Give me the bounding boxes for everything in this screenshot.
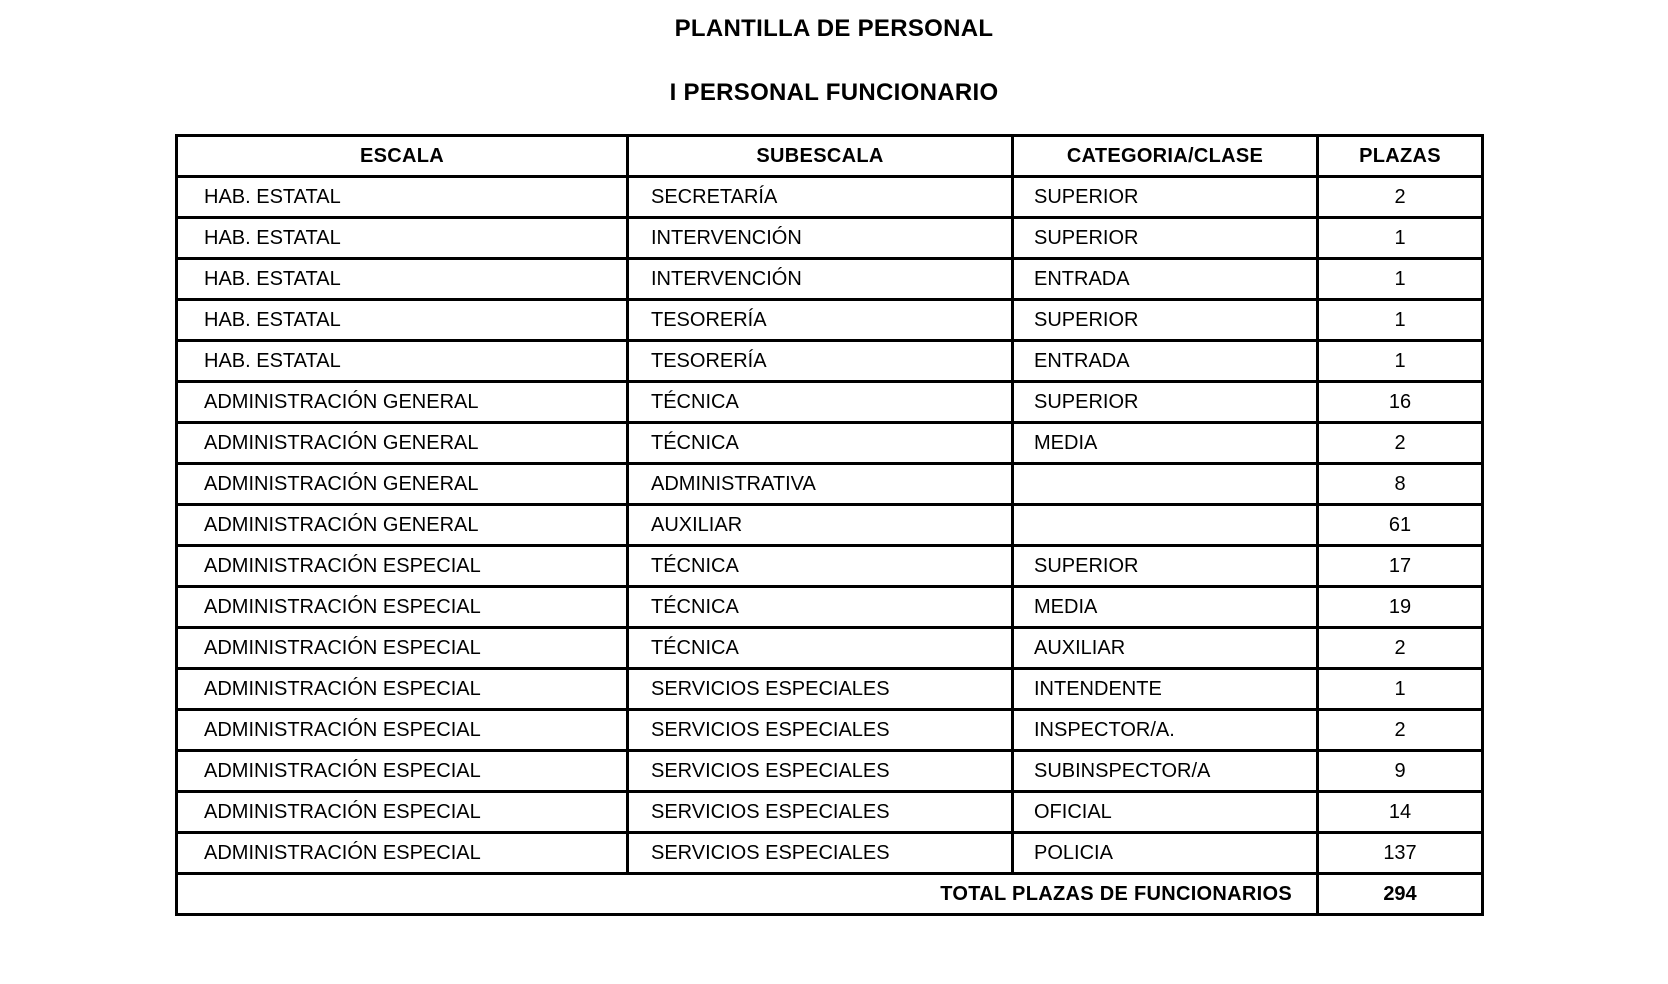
cell-subescala: TÉCNICA [626,544,1014,588]
cell-escala: ADMINISTRACIÓN GENERAL [175,421,629,465]
cell-subescala: TESORERÍA [626,298,1014,342]
cell-escala: ADMINISTRACIÓN ESPECIAL [175,544,629,588]
cell-categoria: SUPERIOR [1011,380,1319,424]
cell-subescala: TÉCNICA [626,585,1014,629]
section-title: I PERSONAL FUNCIONARIO [669,79,999,106]
cell-subescala: ADMINISTRATIVA [626,462,1014,506]
cell-escala: ADMINISTRACIÓN GENERAL [175,380,629,424]
cell-plazas: 17 [1316,544,1484,588]
cell-escala: HAB. ESTATAL [175,216,629,260]
cell-subescala: TÉCNICA [626,380,1014,424]
cell-plazas: 137 [1316,831,1484,875]
cell-categoria: AUXILIAR [1011,626,1319,670]
cell-plazas: 1 [1316,216,1484,260]
cell-plazas: 2 [1316,708,1484,752]
column-header-subescala: SUBESCALA [626,134,1014,178]
cell-subescala: SERVICIOS ESPECIALES [626,708,1014,752]
cell-categoria: SUPERIOR [1011,544,1319,588]
cell-subescala: SERVICIOS ESPECIALES [626,749,1014,793]
cell-escala: ADMINISTRACIÓN ESPECIAL [175,831,629,875]
cell-plazas: 16 [1316,380,1484,424]
table-row: HAB. ESTATAL TESORERÍA SUPERIOR 1 [175,298,1484,342]
table-row: ADMINISTRACIÓN ESPECIAL SERVICIOS ESPECIA… [175,708,1484,752]
table-row: ADMINISTRACIÓN ESPECIAL SERVICIOS ESPECIA… [175,667,1484,711]
cell-subescala: SERVICIOS ESPECIALES [626,831,1014,875]
cell-plazas: 14 [1316,790,1484,834]
cell-categoria: OFICIAL [1011,790,1319,834]
cell-subescala: TÉCNICA [626,626,1014,670]
table-row: ADMINISTRACIÓN GENERAL TÉCNICA MEDIA 2 [175,421,1484,465]
cell-escala: ADMINISTRACIÓN ESPECIAL [175,749,629,793]
table-row: ADMINISTRACIÓN ESPECIAL SERVICIOS ESPECIA… [175,749,1484,793]
cell-categoria [1011,503,1319,547]
cell-escala: HAB. ESTATAL [175,257,629,301]
cell-categoria: SUPERIOR [1011,298,1319,342]
cell-subescala: TESORERÍA [626,339,1014,383]
cell-plazas: 9 [1316,749,1484,793]
cell-categoria: INSPECTOR/A. [1011,708,1319,752]
cell-escala: ADMINISTRACIÓN ESPECIAL [175,708,629,752]
cell-categoria: MEDIA [1011,585,1319,629]
cell-categoria: SUPERIOR [1011,175,1319,219]
cell-categoria: ENTRADA [1011,257,1319,301]
cell-subescala: SECRETARÍA [626,175,1014,219]
cell-subescala: AUXILIAR [626,503,1014,547]
cell-escala: HAB. ESTATAL [175,339,629,383]
cell-categoria: ENTRADA [1011,339,1319,383]
cell-escala: ADMINISTRACIÓN ESPECIAL [175,585,629,629]
personnel-table: ESCALA SUBESCALA CATEGORIA/CLASE PLAZAS … [175,134,1484,916]
table-row: ADMINISTRACIÓN ESPECIAL SERVICIOS ESPECIA… [175,831,1484,875]
cell-escala: ADMINISTRACIÓN GENERAL [175,503,629,547]
table-row: HAB. ESTATAL INTERVENCIÓN ENTRADA 1 [175,257,1484,301]
column-header-escala: ESCALA [175,134,629,178]
cell-escala: ADMINISTRACIÓN GENERAL [175,462,629,506]
cell-plazas: 61 [1316,503,1484,547]
cell-plazas: 19 [1316,585,1484,629]
cell-plazas: 8 [1316,462,1484,506]
table-row: ADMINISTRACIÓN ESPECIAL TÉCNICA MEDIA 19 [175,585,1484,629]
table-row: ADMINISTRACIÓN ESPECIAL TÉCNICA AUXILIAR 2 [175,626,1484,670]
cell-categoria: POLICIA [1011,831,1319,875]
document-title: PLANTILLA DE PERSONAL [674,15,994,42]
cell-subescala: TÉCNICA [626,421,1014,465]
cell-escala: ADMINISTRACIÓN ESPECIAL [175,626,629,670]
cell-categoria: SUBINSPECTOR/A [1011,749,1319,793]
table-row: HAB. ESTATAL TESORERÍA ENTRADA 1 [175,339,1484,383]
cell-subescala: INTERVENCIÓN [626,257,1014,301]
cell-plazas: 1 [1316,257,1484,301]
cell-plazas: 1 [1316,667,1484,711]
total-label: TOTAL PLAZAS DE FUNCIONARIOS [175,872,1319,916]
cell-escala: ADMINISTRACIÓN ESPECIAL [175,667,629,711]
cell-categoria: SUPERIOR [1011,216,1319,260]
table-row: HAB. ESTATAL SECRETARÍA SUPERIOR 2 [175,175,1484,219]
total-row: TOTAL PLAZAS DE FUNCIONARIOS 294 [175,872,1484,916]
cell-escala: HAB. ESTATAL [175,175,629,219]
cell-categoria: MEDIA [1011,421,1319,465]
table-row: ADMINISTRACIÓN GENERAL AUXILIAR 61 [175,503,1484,547]
cell-subescala: INTERVENCIÓN [626,216,1014,260]
column-header-categoria: CATEGORIA/CLASE [1011,134,1319,178]
cell-plazas: 2 [1316,626,1484,670]
cell-escala: ADMINISTRACIÓN ESPECIAL [175,790,629,834]
cell-subescala: SERVICIOS ESPECIALES [626,667,1014,711]
total-value: 294 [1316,872,1484,916]
table-row: HAB. ESTATAL INTERVENCIÓN SUPERIOR 1 [175,216,1484,260]
cell-plazas: 1 [1316,298,1484,342]
table-row: ADMINISTRACIÓN ESPECIAL SERVICIOS ESPECIA… [175,790,1484,834]
table-row: ADMINISTRACIÓN GENERAL ADMINISTRATIVA 8 [175,462,1484,506]
cell-escala: HAB. ESTATAL [175,298,629,342]
cell-plazas: 2 [1316,175,1484,219]
cell-categoria [1011,462,1319,506]
cell-plazas: 1 [1316,339,1484,383]
table-row: ADMINISTRACIÓN GENERAL TÉCNICA SUPERIOR 16 [175,380,1484,424]
cell-plazas: 2 [1316,421,1484,465]
cell-subescala: SERVICIOS ESPECIALES [626,790,1014,834]
column-header-plazas: PLAZAS [1316,134,1484,178]
table-row: ADMINISTRACIÓN ESPECIAL TÉCNICA SUPERIOR 17 [175,544,1484,588]
header-row: ESCALA SUBESCALA CATEGORIA/CLASE PLAZAS [175,134,1484,178]
cell-categoria: INTENDENTE [1011,667,1319,711]
